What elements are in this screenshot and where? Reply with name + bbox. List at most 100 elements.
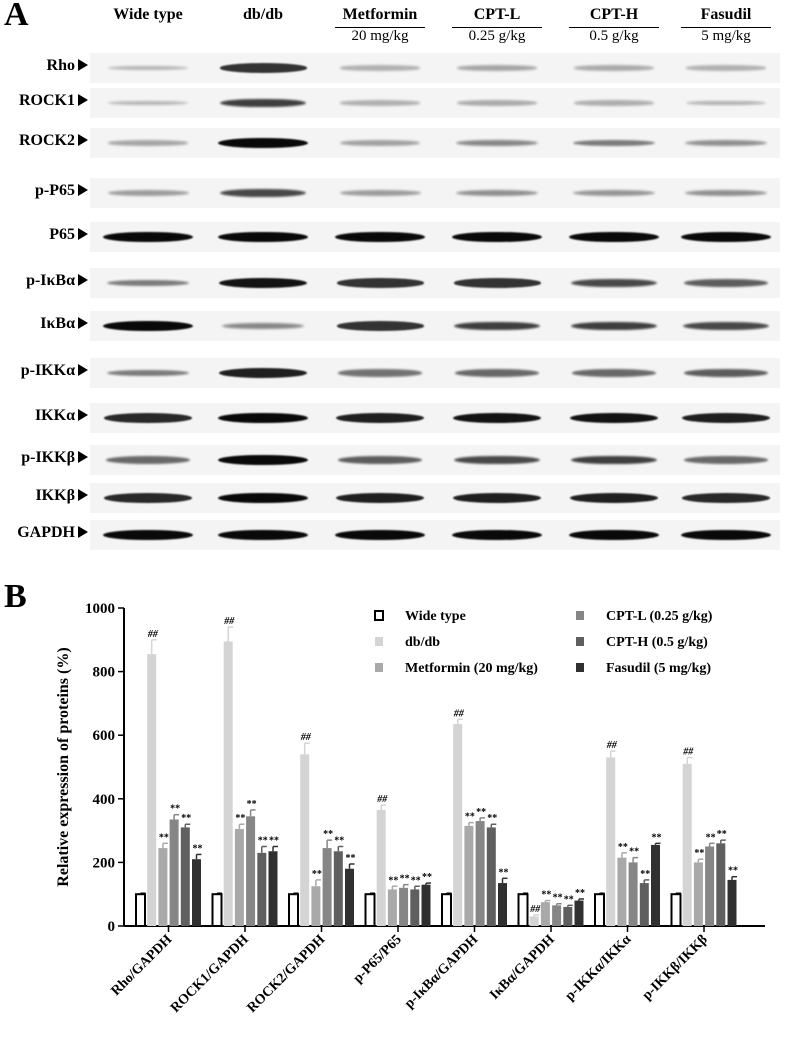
pointer-triangle-icon xyxy=(78,274,88,286)
significance-mark: ** xyxy=(247,799,257,810)
significance-mark: ** xyxy=(346,853,356,864)
bar xyxy=(158,848,168,926)
x-tick-label: p-P65/P65 xyxy=(351,932,405,986)
x-tick-label: p-IKKβ/IKKβ xyxy=(640,932,711,1003)
bar xyxy=(705,846,715,926)
blot-band xyxy=(571,278,657,288)
bar xyxy=(192,859,201,926)
blot-band xyxy=(335,493,425,503)
bar-chart: 0 200 400 600 800 1000 Relative expression of … xyxy=(55,601,765,1016)
y-tick-label: 600 xyxy=(93,728,116,744)
x-tick-label: IκBα/GAPDH xyxy=(487,932,558,1003)
blot-band xyxy=(107,190,189,196)
bar xyxy=(617,857,627,926)
bar xyxy=(716,843,726,926)
blot-band xyxy=(683,321,769,331)
blot-band xyxy=(106,369,190,377)
y-tick-label: 400 xyxy=(93,792,116,808)
blot-band xyxy=(453,321,541,331)
blot-band xyxy=(106,279,190,287)
blot-band xyxy=(218,454,308,466)
bar xyxy=(498,883,507,926)
pointer-triangle-icon xyxy=(78,526,88,538)
significance-mark: ** xyxy=(553,893,563,904)
y-tick-label: 800 xyxy=(93,665,116,681)
significance-mark: ** xyxy=(629,847,639,858)
legend-swatch xyxy=(576,663,584,672)
blot-strip xyxy=(90,358,780,388)
blot-band xyxy=(569,412,659,424)
panel-a-letter: A xyxy=(4,0,29,33)
bar xyxy=(345,868,354,926)
group-underline xyxy=(569,27,659,28)
legend-swatch xyxy=(576,611,584,620)
bar xyxy=(333,851,343,926)
bar xyxy=(257,852,267,926)
blot-band xyxy=(218,529,308,541)
blot-band xyxy=(336,321,424,331)
pointer-triangle-icon xyxy=(78,451,88,463)
significance-mark: ** xyxy=(193,843,203,854)
blot-strip xyxy=(90,520,780,550)
blot-row-label: IKKα xyxy=(0,407,88,425)
blot-band xyxy=(681,413,771,423)
bar xyxy=(399,887,409,926)
group-underline xyxy=(681,27,771,28)
significance-mark: ** xyxy=(618,842,628,853)
significance-mark: ** xyxy=(388,875,398,886)
significance-mark: ** xyxy=(499,867,509,878)
legend-swatch xyxy=(375,637,383,646)
bar xyxy=(180,827,190,926)
blot-strip xyxy=(90,483,780,513)
blot-band xyxy=(340,100,420,106)
bar xyxy=(594,893,605,928)
blot-band xyxy=(335,231,425,243)
blot-row-label: p-IKKβ xyxy=(0,449,88,467)
blot-band xyxy=(686,65,766,71)
significance-mark: ** xyxy=(640,869,650,880)
blot-band xyxy=(572,369,656,377)
bar xyxy=(529,916,539,926)
blot-band xyxy=(570,455,658,465)
legend-label: CPT-H (0.5 g/kg) xyxy=(606,635,708,650)
significance-mark: ## xyxy=(682,746,694,757)
bar xyxy=(453,724,463,926)
significance-mark: ** xyxy=(694,848,704,859)
legend-label: Wide type xyxy=(405,609,466,624)
blot-strip xyxy=(90,222,780,252)
blot-row-label: P65 xyxy=(0,226,88,244)
blot-band xyxy=(686,100,766,106)
blot-band xyxy=(452,231,542,243)
significance-mark: ** xyxy=(235,813,245,824)
bar xyxy=(246,816,256,926)
blot-band xyxy=(455,139,539,147)
bar xyxy=(464,825,474,926)
pointer-triangle-icon xyxy=(78,409,88,421)
blot-band xyxy=(452,412,542,424)
blot-band xyxy=(336,278,424,288)
blot-band xyxy=(338,369,422,377)
significance-mark: ## xyxy=(300,732,312,743)
blot-row-label: ROCK2 xyxy=(0,132,88,150)
bar xyxy=(147,654,157,926)
pointer-triangle-icon xyxy=(78,317,88,329)
x-tick-label: p-IKKα/IKKα xyxy=(563,932,635,1004)
group-dose: 0.25 g/kg xyxy=(468,28,526,44)
blot-band xyxy=(104,413,192,423)
significance-mark: ** xyxy=(652,832,662,843)
pointer-triangle-icon xyxy=(78,489,88,501)
blot-band xyxy=(573,190,655,196)
bar xyxy=(670,893,682,928)
bar xyxy=(268,851,278,926)
group-underline xyxy=(452,27,542,28)
blot-band xyxy=(218,492,308,504)
blot-band xyxy=(218,277,308,289)
blot-strip xyxy=(90,53,780,83)
bar xyxy=(682,763,692,926)
blot-band xyxy=(573,65,655,71)
bar xyxy=(234,829,244,926)
blot-band xyxy=(219,98,307,108)
blot-band xyxy=(340,65,420,71)
group-dose: 0.5 g/kg xyxy=(589,28,639,44)
blot-row-label: GAPDH xyxy=(0,524,88,542)
